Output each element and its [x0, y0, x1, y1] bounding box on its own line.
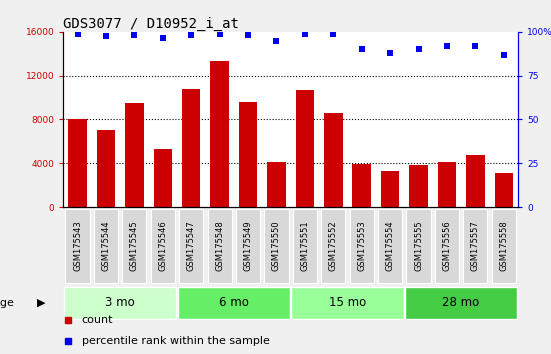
FancyBboxPatch shape [264, 209, 289, 284]
Point [386, 50, 395, 56]
FancyBboxPatch shape [177, 287, 290, 319]
Text: GSM175558: GSM175558 [499, 221, 508, 272]
Text: GSM175551: GSM175551 [300, 221, 309, 272]
FancyBboxPatch shape [291, 287, 404, 319]
FancyBboxPatch shape [435, 209, 459, 284]
Bar [125, 103, 144, 207]
Text: 3 mo: 3 mo [105, 296, 135, 309]
Bar [296, 90, 314, 207]
Bar [267, 162, 285, 207]
Point [215, 31, 224, 36]
Text: 15 mo: 15 mo [329, 296, 366, 309]
Point [329, 31, 338, 36]
Text: GSM175543: GSM175543 [73, 221, 82, 272]
Point [499, 52, 508, 57]
Bar [466, 154, 484, 207]
FancyBboxPatch shape [94, 209, 118, 284]
FancyBboxPatch shape [151, 209, 175, 284]
Point [414, 47, 423, 52]
FancyBboxPatch shape [179, 209, 203, 284]
Text: GSM175557: GSM175557 [471, 221, 480, 272]
Text: GSM175548: GSM175548 [215, 221, 224, 272]
Text: GSM175550: GSM175550 [272, 221, 281, 272]
Text: GSM175546: GSM175546 [158, 221, 168, 272]
Point [272, 38, 281, 44]
Point [187, 33, 196, 38]
Point [158, 35, 167, 41]
Text: count: count [82, 315, 113, 325]
Point [442, 43, 451, 49]
Bar [409, 165, 428, 207]
Text: GSM175544: GSM175544 [101, 221, 111, 272]
Bar [353, 164, 371, 207]
Text: ▶: ▶ [37, 298, 46, 308]
FancyBboxPatch shape [321, 209, 345, 284]
Text: GSM175549: GSM175549 [244, 221, 252, 272]
Text: GSM175553: GSM175553 [357, 221, 366, 272]
FancyBboxPatch shape [349, 209, 374, 284]
FancyBboxPatch shape [64, 287, 176, 319]
Point [357, 47, 366, 52]
FancyBboxPatch shape [122, 209, 147, 284]
FancyBboxPatch shape [463, 209, 488, 284]
Text: GSM175556: GSM175556 [442, 221, 451, 272]
FancyBboxPatch shape [378, 209, 402, 284]
FancyBboxPatch shape [491, 209, 516, 284]
FancyBboxPatch shape [293, 209, 317, 284]
Bar [239, 102, 257, 207]
Bar [494, 173, 513, 207]
Bar [182, 89, 201, 207]
Point [300, 32, 309, 37]
Bar [324, 113, 343, 207]
FancyBboxPatch shape [236, 209, 260, 284]
Bar [437, 162, 456, 207]
FancyBboxPatch shape [407, 209, 430, 284]
Text: percentile rank within the sample: percentile rank within the sample [82, 336, 269, 346]
FancyBboxPatch shape [208, 209, 232, 284]
Point [130, 33, 139, 38]
Text: age: age [0, 298, 14, 308]
Point [101, 33, 110, 39]
Text: GSM175552: GSM175552 [329, 221, 338, 272]
Text: GSM175545: GSM175545 [130, 221, 139, 272]
Bar [68, 120, 87, 207]
Text: GDS3077 / D10952_i_at: GDS3077 / D10952_i_at [63, 17, 239, 31]
Text: GSM175555: GSM175555 [414, 221, 423, 272]
Text: 28 mo: 28 mo [442, 296, 480, 309]
Bar [154, 149, 172, 207]
Point [471, 43, 480, 49]
Bar [210, 62, 229, 207]
Bar [381, 171, 399, 207]
FancyBboxPatch shape [66, 209, 90, 284]
Text: GSM175547: GSM175547 [187, 221, 196, 272]
Text: 6 mo: 6 mo [219, 296, 249, 309]
Bar [97, 130, 115, 207]
Text: GSM175554: GSM175554 [386, 221, 395, 272]
Point [244, 33, 252, 38]
FancyBboxPatch shape [405, 287, 517, 319]
Point [73, 32, 82, 37]
